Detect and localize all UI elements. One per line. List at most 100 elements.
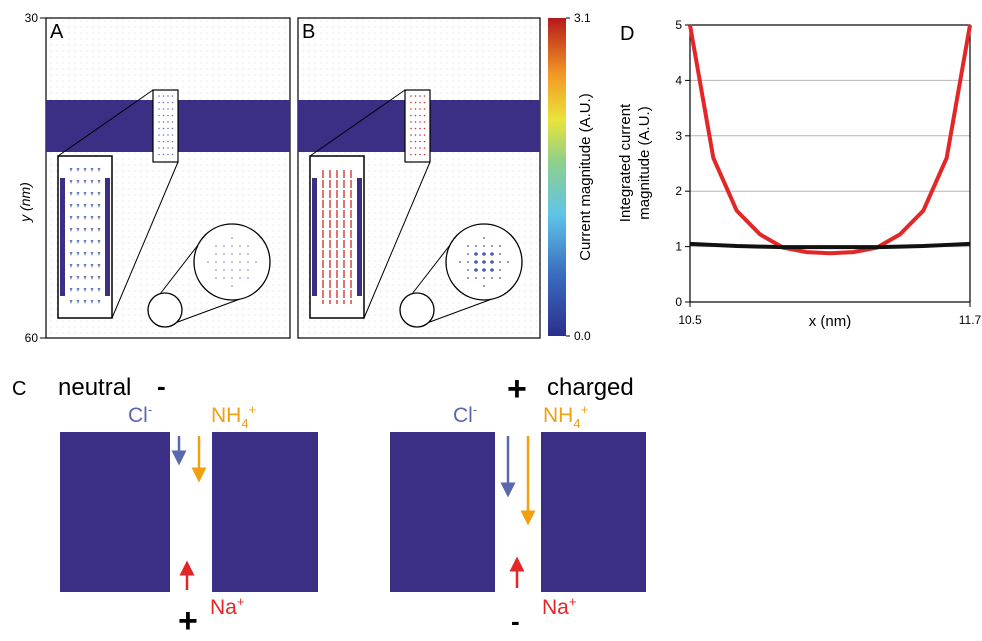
vector (423, 108, 426, 110)
vector (158, 127, 160, 130)
x-tick-label: 11.7 (959, 313, 982, 327)
vector (158, 140, 160, 143)
vector (97, 204, 101, 208)
vector (419, 153, 421, 156)
wall (60, 432, 170, 592)
vector (69, 300, 73, 304)
vector (423, 127, 426, 130)
vector (419, 134, 421, 136)
vector (76, 300, 80, 304)
vector (231, 253, 233, 255)
vector (162, 140, 165, 143)
vector (69, 228, 73, 232)
vector (499, 261, 501, 263)
vector (69, 276, 73, 280)
zoom-line (411, 244, 493, 324)
vector (83, 204, 87, 208)
pore-inset (404, 89, 431, 163)
vector (83, 252, 87, 256)
vector (423, 134, 426, 136)
vector (423, 121, 426, 123)
vector (215, 277, 217, 279)
y-tick-label: 30 (25, 11, 39, 25)
vector (69, 240, 73, 244)
vector (162, 147, 165, 149)
vector (231, 269, 233, 271)
vector (459, 261, 461, 263)
vector (69, 252, 73, 256)
data-line (689, 241, 971, 250)
vector (414, 121, 417, 123)
vector (231, 285, 233, 287)
state-label: charged (547, 374, 634, 401)
vector (162, 95, 165, 97)
vector (76, 192, 80, 196)
vector (419, 140, 421, 143)
vector (499, 253, 501, 255)
line-chart: 0 1 2 3 4 5 10.5 11.7 x (nm) Integrated current ma… (617, 18, 982, 330)
vector (207, 261, 209, 263)
y-tick-label: 1 (675, 240, 682, 254)
sign: + (178, 602, 198, 636)
vector (158, 134, 160, 136)
zoom-line (57, 89, 179, 319)
y-axis-label: Integrated current (617, 103, 634, 222)
vector (171, 101, 174, 104)
vector (491, 245, 493, 247)
vector (83, 264, 87, 268)
wall (212, 432, 318, 592)
vector (223, 269, 225, 271)
vector (167, 114, 169, 117)
panel-label: A (50, 21, 64, 43)
vector (467, 245, 469, 247)
wall (541, 432, 646, 592)
vector (76, 252, 80, 256)
colorbar-label: Current magnitude (A.U.) (577, 93, 594, 261)
vector (90, 168, 94, 172)
vector (76, 216, 80, 220)
vector (97, 192, 101, 196)
vector (231, 261, 233, 263)
vector (410, 134, 412, 136)
vector (255, 261, 257, 263)
vector (474, 260, 478, 264)
vector (414, 114, 417, 117)
vector (410, 114, 412, 117)
vector (97, 288, 101, 292)
flux-arrows (171, 436, 536, 590)
vector (158, 95, 160, 97)
vector (414, 140, 417, 143)
vector (167, 127, 169, 130)
data-line (688, 24, 972, 256)
vector (83, 276, 87, 280)
vector (475, 245, 477, 247)
vector (97, 252, 101, 256)
vector (171, 121, 174, 123)
vector (97, 264, 101, 268)
vector (474, 252, 478, 256)
vector (90, 288, 94, 292)
vector (410, 127, 412, 130)
y-tick-label: 60 (25, 331, 39, 345)
vector (247, 253, 249, 255)
vector (483, 237, 485, 239)
vector (414, 101, 417, 104)
y-axis-label: y (nm) (17, 182, 33, 223)
vector (247, 277, 249, 279)
panel-label: C (12, 378, 26, 400)
vector (76, 240, 80, 244)
vector (171, 134, 174, 136)
vector (158, 114, 160, 117)
vector (490, 260, 494, 264)
panel-label: B (302, 21, 315, 43)
vector (419, 95, 421, 97)
ion-label: NH4+ (543, 402, 588, 431)
zoom-circle (399, 292, 435, 328)
vector (475, 277, 477, 279)
vector (482, 252, 486, 256)
vector (162, 134, 165, 136)
vector (83, 216, 87, 220)
vector (69, 180, 73, 184)
sign: - (511, 606, 520, 636)
vector (76, 204, 80, 208)
